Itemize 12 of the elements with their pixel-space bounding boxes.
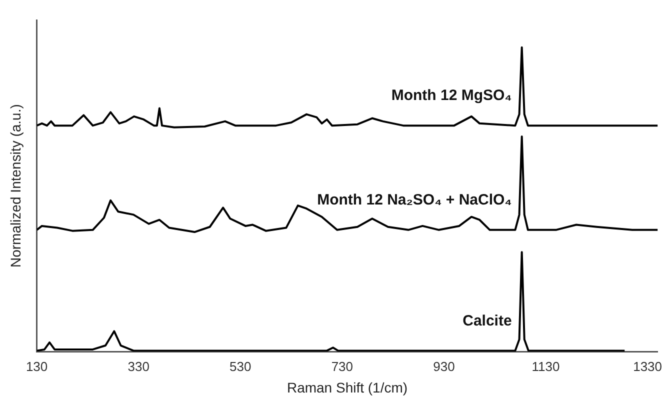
series-label: Calcite xyxy=(462,312,512,330)
x-tick-label: 330 xyxy=(128,358,150,374)
x-tick-label: 530 xyxy=(230,358,252,374)
series-label: Month 12 Na₂SO₄ + NaClO₄ xyxy=(317,192,512,209)
x-tick-label: 730 xyxy=(331,358,354,374)
x-tick-label: 1330 xyxy=(633,358,662,374)
y-axis-title: Normalized Intensity (a.u.) xyxy=(7,104,24,268)
x-tick-label: 930 xyxy=(433,358,455,374)
x-tick-label: 1130 xyxy=(532,358,560,374)
x-tick-label: 130 xyxy=(26,358,48,374)
x-axis-title: Raman Shift (1/cm) xyxy=(286,379,408,396)
series-label: Month 12 MgSO₄ xyxy=(391,87,512,104)
